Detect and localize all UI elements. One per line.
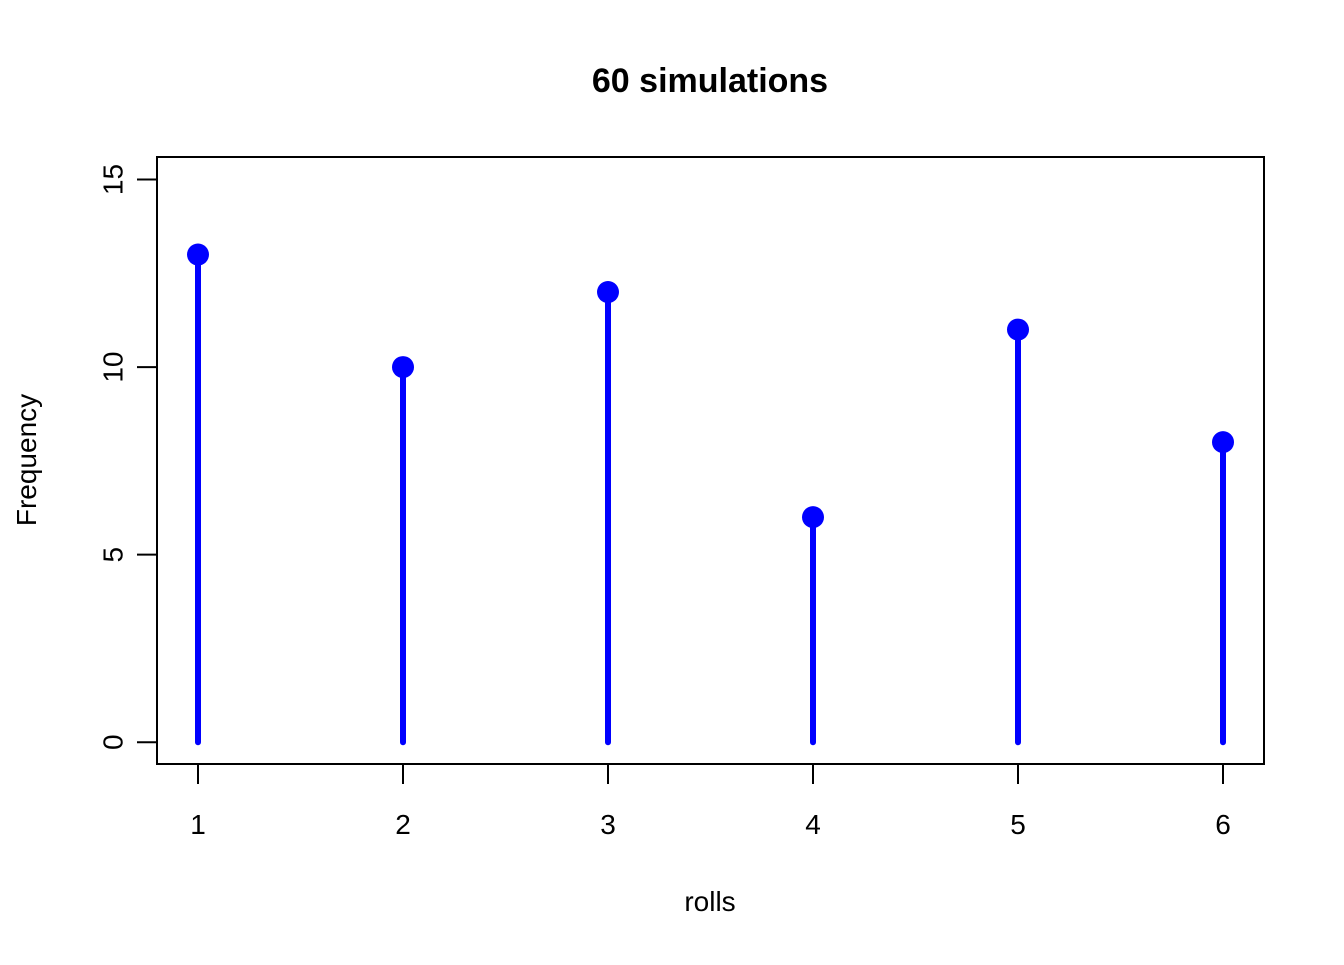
x-axis: 1 2 3 4 5 6 xyxy=(190,763,1231,840)
stems xyxy=(195,251,1226,746)
x-axis-label: rolls xyxy=(684,886,735,917)
x-tick-label: 6 xyxy=(1215,809,1231,840)
y-axis: 0 5 10 15 xyxy=(98,164,158,750)
chart-title: 60 simulations xyxy=(592,62,828,100)
data-point xyxy=(1212,431,1234,454)
data-point xyxy=(392,356,414,379)
data-point xyxy=(1007,318,1029,341)
points xyxy=(187,243,1234,529)
x-tick-label: 5 xyxy=(1010,809,1026,840)
y-tick-label: 0 xyxy=(98,734,129,750)
x-tick-label: 2 xyxy=(395,809,411,840)
data-point xyxy=(597,281,619,304)
plot-area-frame xyxy=(156,156,1265,765)
x-tick-label: 1 xyxy=(190,809,206,840)
x-tick-label: 3 xyxy=(600,809,616,840)
y-axis-label: Frequency xyxy=(11,394,42,526)
x-tick-label: 4 xyxy=(805,809,821,840)
data-point xyxy=(802,506,824,529)
y-tick-label: 5 xyxy=(98,547,129,563)
y-tick-label: 10 xyxy=(98,352,129,383)
y-tick-label: 15 xyxy=(98,164,129,195)
data-point xyxy=(187,243,209,266)
